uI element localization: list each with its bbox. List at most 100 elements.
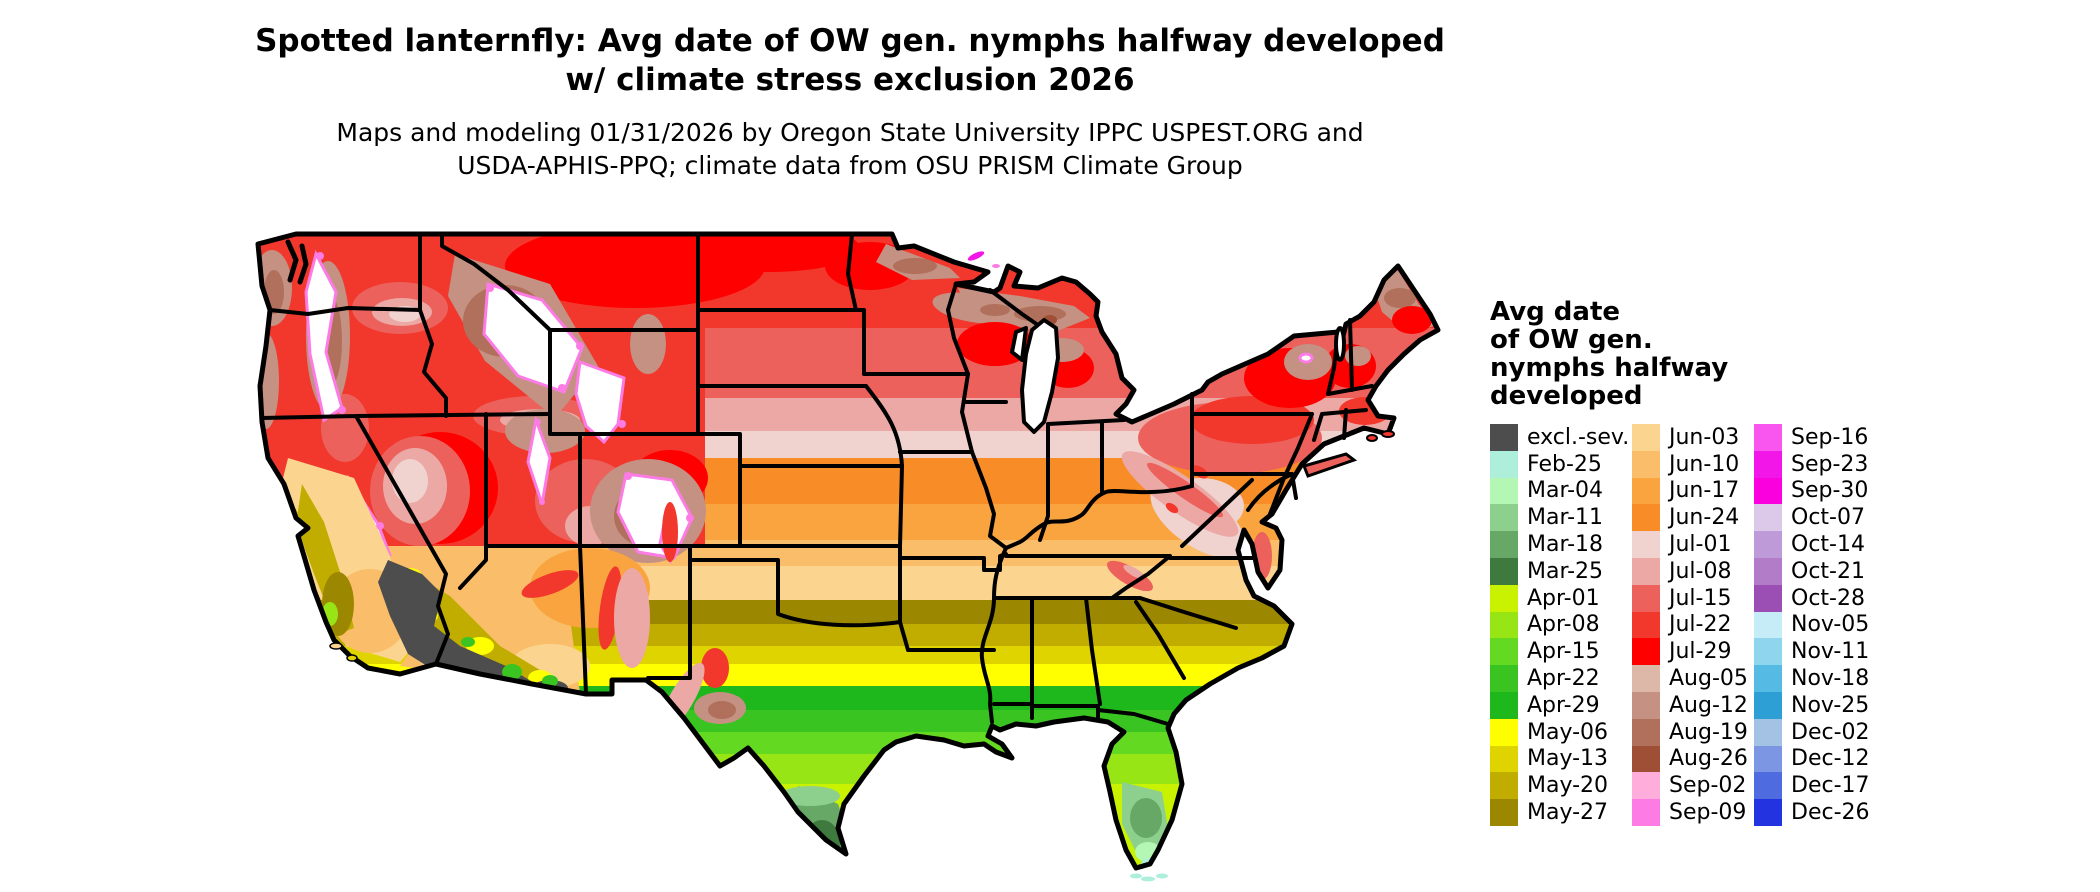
legend-title-line1: Avg date <box>1490 297 1621 327</box>
map-shape-ellipse <box>708 701 736 719</box>
legend-label: Nov-05 <box>1791 612 1870 638</box>
legend-item: Aug-05 <box>1632 665 1748 692</box>
legend-item: Dec-12 <box>1754 745 1870 773</box>
map-shape-path <box>646 544 902 680</box>
map-subtitle-line1: Maps and modeling 01/31/2026 by Oregon S… <box>336 118 1364 147</box>
legend-label: May-13 <box>1527 746 1609 772</box>
legend-label: Nov-25 <box>1791 692 1870 718</box>
legend-item: Dec-26 <box>1754 799 1870 826</box>
legend-label: Mar-11 <box>1527 505 1604 531</box>
legend-item: Sep-09 <box>1632 799 1748 826</box>
map-shape-ellipse <box>1141 876 1155 882</box>
legend-item: Jul-29 <box>1632 638 1748 666</box>
legend-swatch <box>1754 745 1782 773</box>
legend-label: Nov-11 <box>1791 639 1870 665</box>
legend-swatch <box>1754 557 1782 585</box>
map-shape-ellipse <box>521 570 579 598</box>
map-shape-circle <box>486 284 494 292</box>
legend-item: Mar-04 <box>1490 477 1629 505</box>
map-shape-ellipse <box>1384 288 1416 308</box>
map-shape-circle <box>316 252 324 260</box>
long-island <box>1301 452 1358 478</box>
map-shape-circle <box>376 522 384 530</box>
map-shape-path <box>268 232 448 418</box>
legend-label: May-27 <box>1527 800 1609 826</box>
legend-swatch <box>1490 638 1518 666</box>
map-shape-path <box>1180 472 1294 548</box>
legend-item: May-27 <box>1490 799 1629 826</box>
legend-item: Oct-21 <box>1754 557 1870 585</box>
isle-royale-speck <box>967 251 985 261</box>
legend-label: Oct-14 <box>1791 532 1865 558</box>
map-shape-ellipse <box>346 654 358 662</box>
map-shape-circle <box>250 287 253 293</box>
legend-swatch <box>1632 424 1660 451</box>
legend-item: Jul-08 <box>1632 557 1748 585</box>
map-shape-path <box>574 359 626 445</box>
legend-item: Jun-10 <box>1632 450 1748 478</box>
legend-item: excl.-sev. <box>1490 424 1629 451</box>
legend-swatch <box>1490 718 1518 746</box>
legend-item: Jun-03 <box>1632 424 1748 451</box>
map-shape-rect <box>258 686 1438 710</box>
legend-label: Dec-26 <box>1791 800 1870 826</box>
legend-swatch <box>1754 477 1782 505</box>
legend-label: Mar-18 <box>1527 532 1604 558</box>
map-shape-rect <box>258 732 1438 754</box>
legend-column-3: Sep-16 Sep-23 Sep-30 Oct-07 Oct-14 Oct-21 Oct-… <box>1754 424 1870 826</box>
legend-item: Sep-30 <box>1754 477 1870 505</box>
legend-swatch <box>1490 611 1518 639</box>
legend-swatch <box>1632 584 1660 612</box>
lake-champlain <box>1334 326 1346 362</box>
legend-swatch <box>1754 531 1782 558</box>
legend-label: Jun-24 <box>1669 505 1740 531</box>
legend-label: May-06 <box>1527 719 1609 745</box>
legend-item: Jul-01 <box>1632 531 1748 558</box>
legend-label: Mar-04 <box>1527 478 1604 504</box>
legend-item: Aug-19 <box>1632 718 1748 746</box>
map-shape-ellipse <box>1381 430 1395 438</box>
legend-swatch <box>1754 424 1782 451</box>
legend-label: Apr-29 <box>1527 692 1600 718</box>
legend-label: Oct-28 <box>1791 585 1865 611</box>
map-shape-path <box>898 552 1008 572</box>
us-choropleth-map <box>250 226 1450 890</box>
map-shape-path <box>992 554 1254 600</box>
map-shape-ellipse <box>1392 306 1432 334</box>
map-shape-circle <box>539 499 545 505</box>
map-fill-layers <box>250 234 1438 868</box>
legend-swatch <box>1632 665 1660 692</box>
legend-swatch <box>1632 745 1660 773</box>
offshore-islands <box>329 251 1395 882</box>
legend-item: May-20 <box>1490 772 1629 800</box>
map-title-line1: Spotted lanternfly: Avg date of OW gen. … <box>255 23 1445 59</box>
map-shape-path <box>846 232 974 624</box>
legend-swatch <box>1490 745 1518 773</box>
legend-label: Dec-17 <box>1791 773 1870 799</box>
legend-swatch <box>1632 557 1660 585</box>
legend-item: Apr-22 <box>1490 665 1629 692</box>
legend-item: Nov-18 <box>1754 665 1870 692</box>
map-subtitle-line2: USDA-APHIS-PPQ; climate data from OSU PR… <box>457 151 1243 180</box>
map-shape-circle <box>338 406 346 414</box>
legend-title-line4: developed <box>1490 381 1643 411</box>
legend-title-line3: nymphs halfway <box>1490 353 1729 383</box>
legend-label: Aug-12 <box>1669 692 1748 718</box>
legend-label: Aug-26 <box>1669 746 1748 772</box>
map-shape-ellipse <box>296 590 324 642</box>
legend-item: Aug-26 <box>1632 745 1748 773</box>
legend-swatch <box>1490 531 1518 558</box>
legend-item: Jun-17 <box>1632 477 1748 505</box>
map-shape-circle <box>576 342 584 350</box>
legend-item: Apr-29 <box>1490 691 1629 719</box>
legend-item: Apr-15 <box>1490 638 1629 666</box>
legend-item: Nov-25 <box>1754 691 1870 719</box>
legend-swatch <box>1632 504 1660 532</box>
map-shape-circle <box>686 514 694 522</box>
legend-swatch <box>1754 799 1782 826</box>
legend-item: Jul-15 <box>1632 584 1748 612</box>
legend-label: Mar-25 <box>1527 558 1604 584</box>
us-border-outline <box>255 231 1441 871</box>
green-bay <box>1010 326 1028 362</box>
lake-michigan <box>1020 318 1060 434</box>
